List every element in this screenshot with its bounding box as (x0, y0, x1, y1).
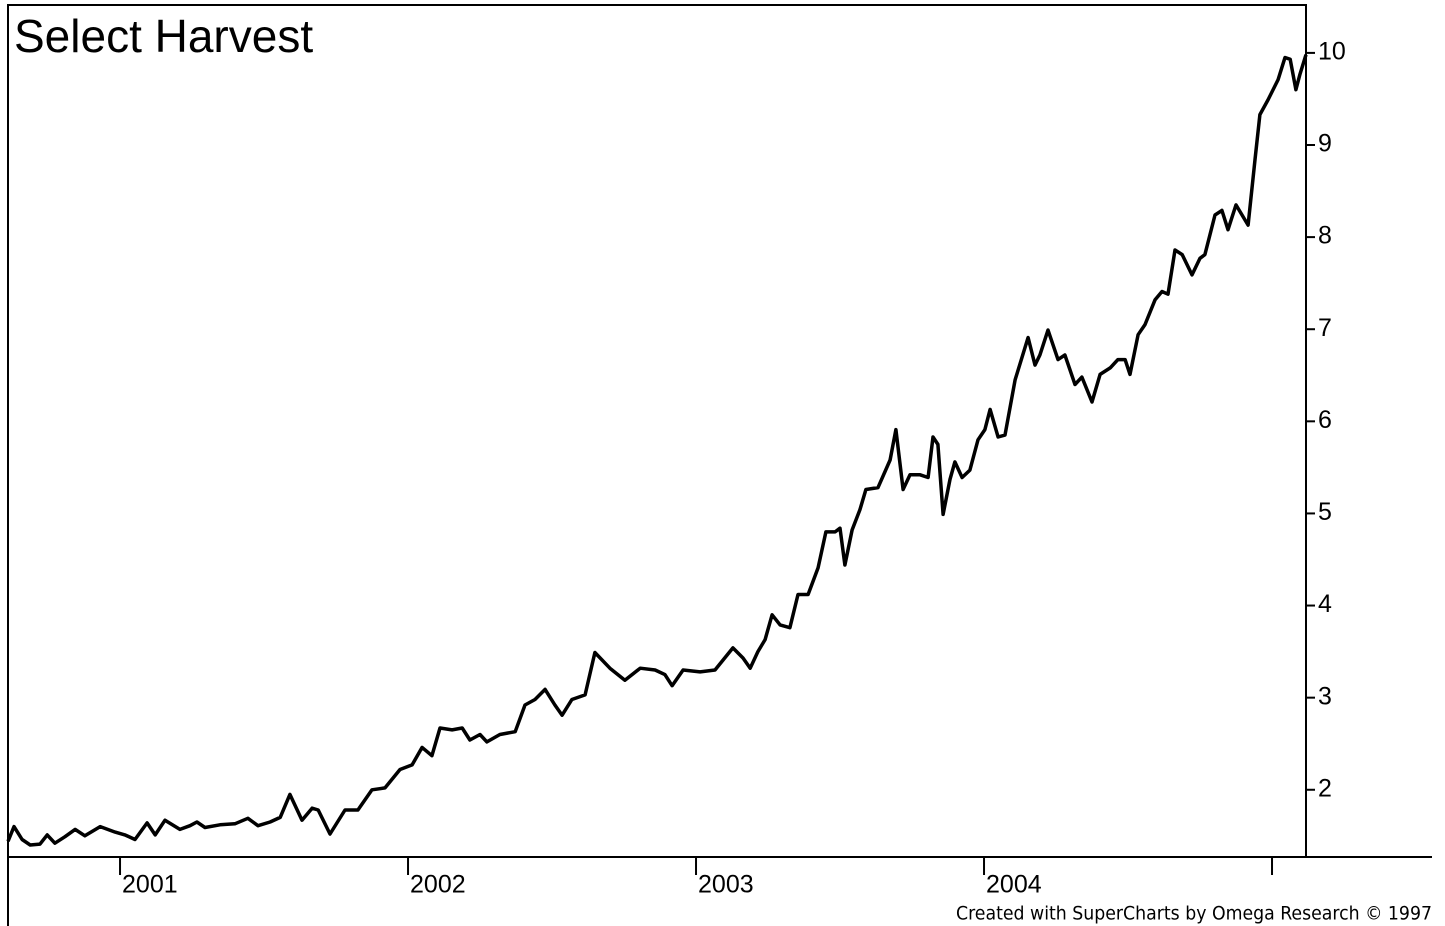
x-tick-label: 2003 (698, 871, 754, 899)
chart-title: Select Harvest (14, 10, 313, 62)
y-tick-label: 2 (1318, 774, 1332, 802)
y-tick-label: 3 (1318, 682, 1332, 710)
credit: Created with SuperCharts by Omega Resear… (956, 903, 1432, 925)
y-tick-label: 10 (1318, 38, 1346, 66)
y-tick-label: 4 (1318, 590, 1332, 618)
x-tick-label: 2002 (410, 871, 466, 899)
plot-frame (7, 4, 1307, 858)
y-tick-label: 8 (1318, 222, 1332, 250)
price-line (6, 54, 1308, 847)
y-tick-label: 7 (1318, 314, 1332, 342)
x-tick-label: 2004 (986, 871, 1042, 899)
y-tick-label: 9 (1318, 130, 1332, 158)
y-tick-label: 6 (1318, 406, 1332, 434)
x-tick-label: 2001 (122, 871, 178, 899)
y-tick-label: 5 (1318, 498, 1332, 526)
